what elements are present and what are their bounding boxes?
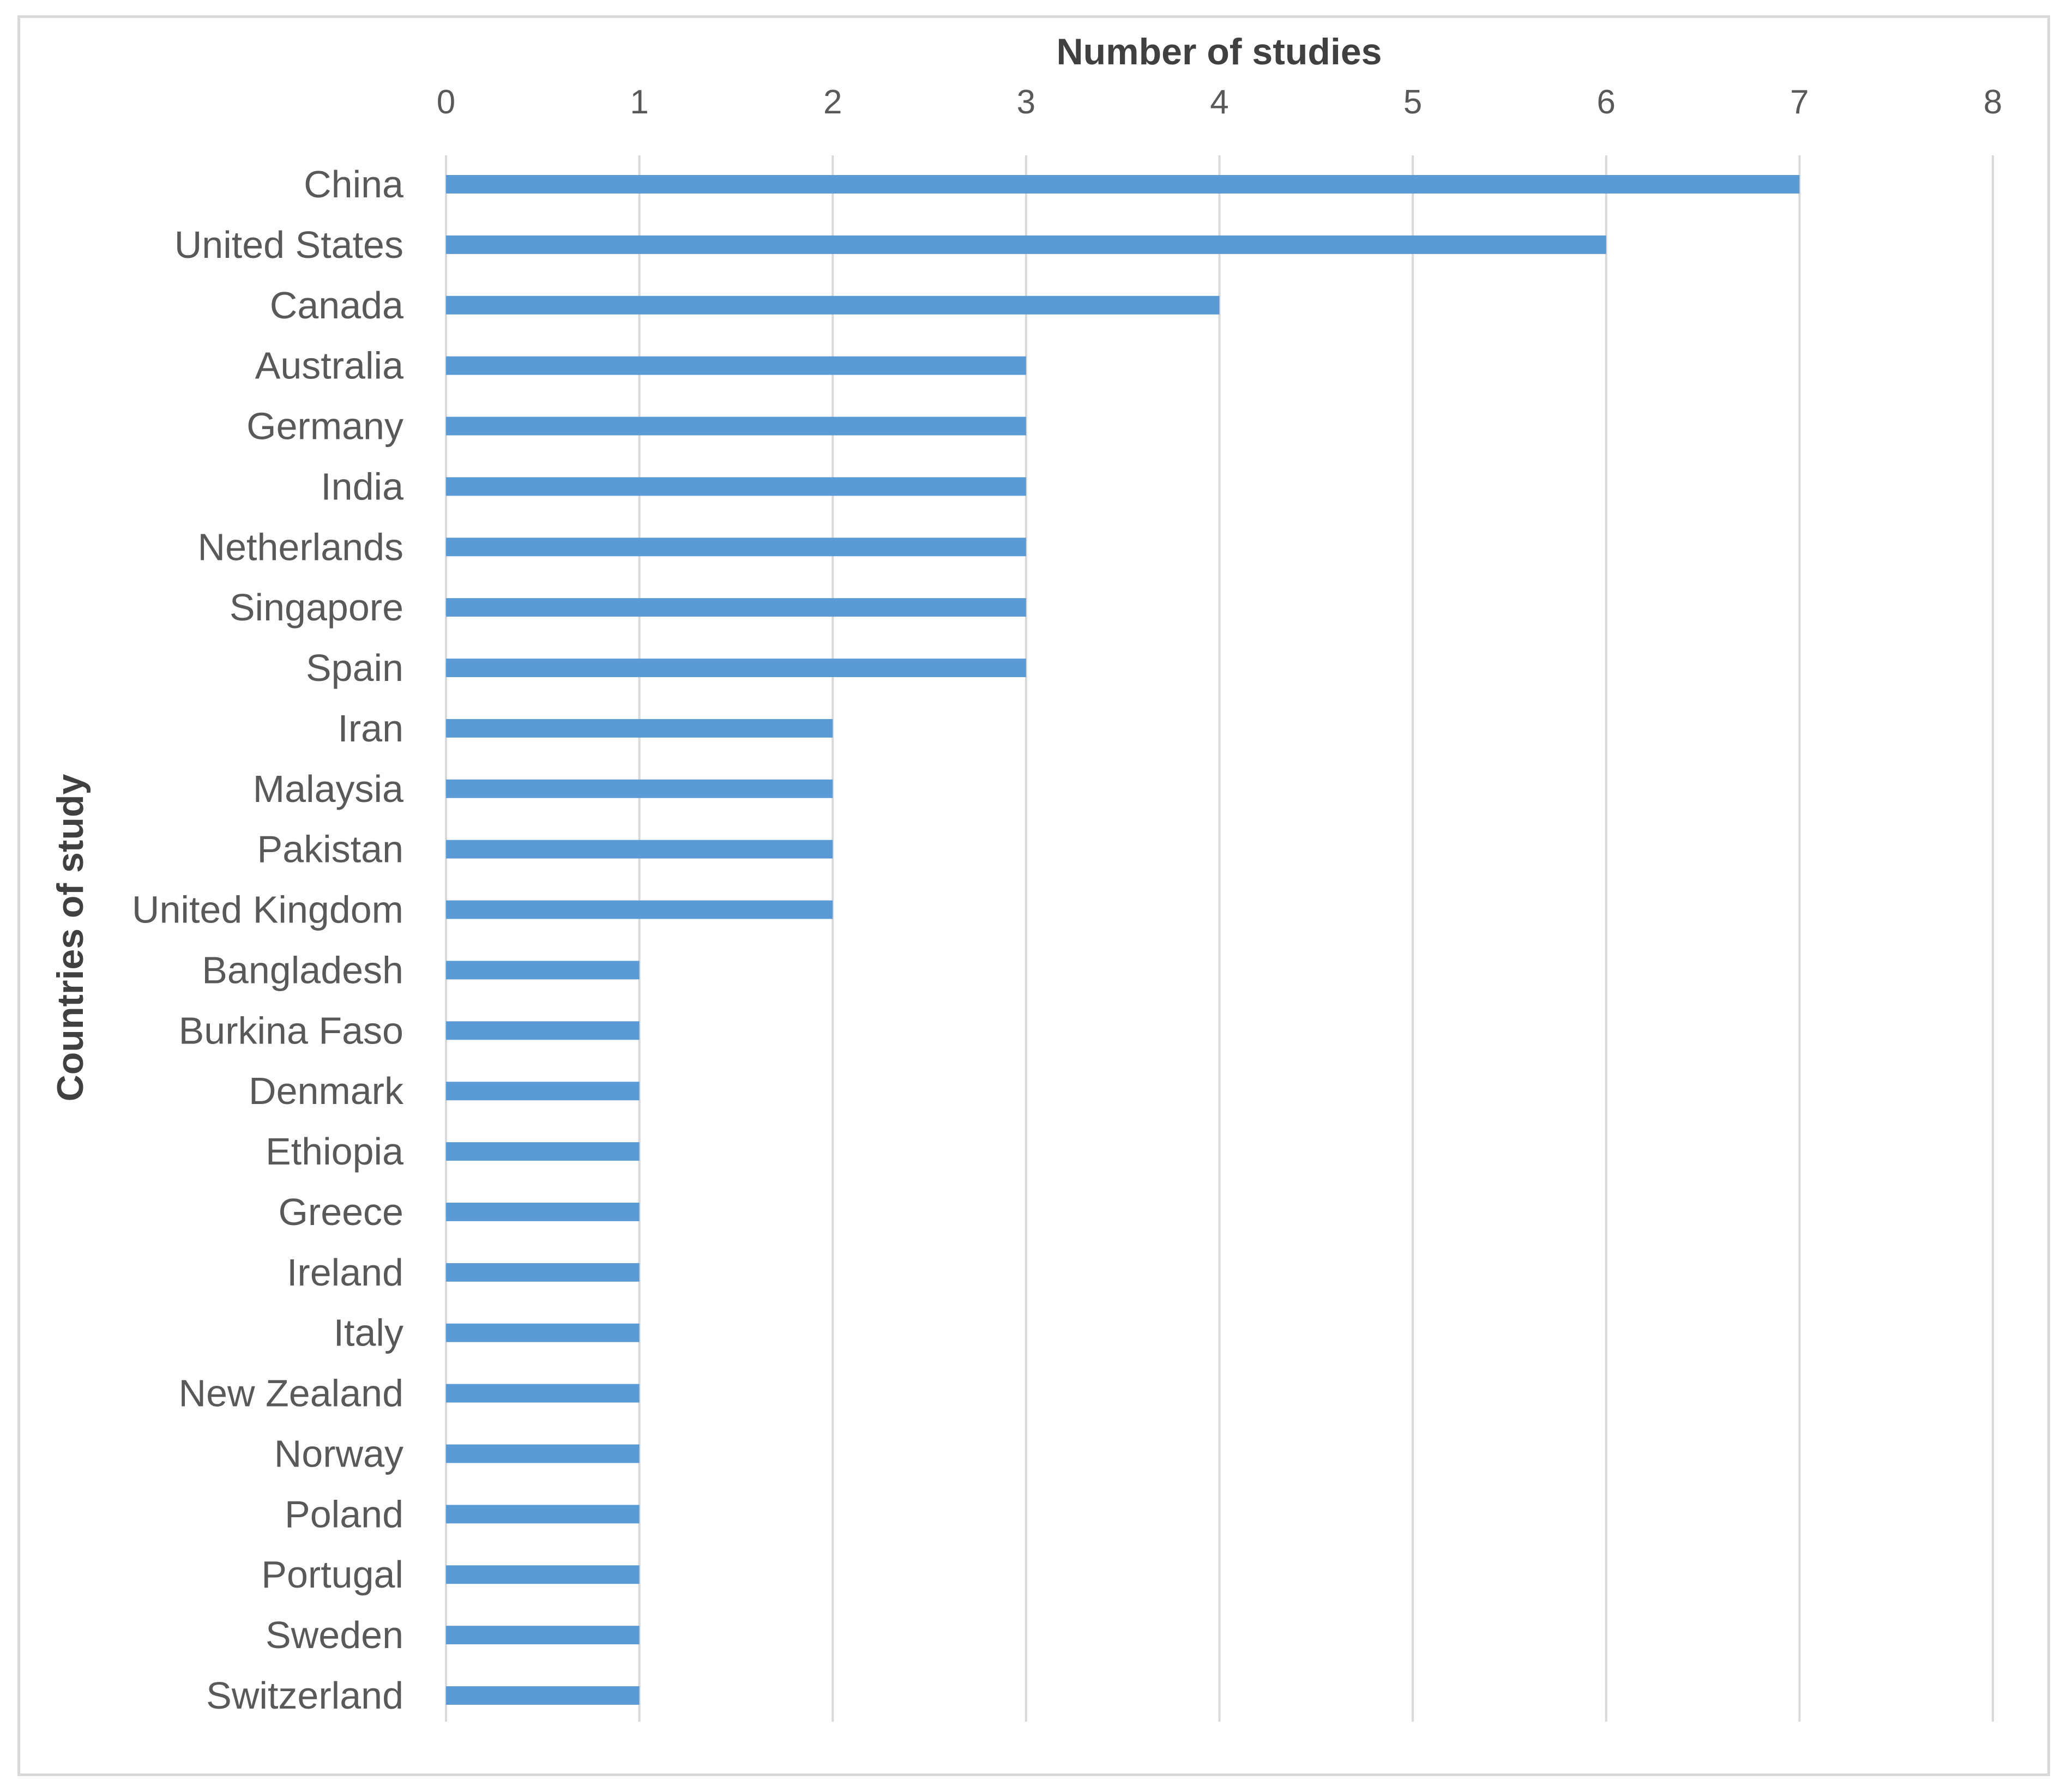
bar-switzerland — [446, 1686, 640, 1705]
bar-malaysia — [446, 779, 833, 798]
bar-bangladesh — [446, 961, 640, 980]
category-label: Burkina Faso — [179, 1009, 403, 1052]
category-label: China — [304, 163, 403, 206]
x-axis-ticks: 0 1 2 3 4 5 6 7 8 — [437, 83, 2002, 121]
x-tick-label: 8 — [1984, 83, 2002, 121]
category-label: Sweden — [266, 1614, 403, 1656]
x-tick-label: 0 — [437, 83, 455, 121]
category-label: Netherlands — [198, 526, 403, 568]
bar-poland — [446, 1505, 640, 1524]
bar-australia — [446, 356, 1026, 375]
bar-italy — [446, 1323, 640, 1342]
bar-ethiopia — [446, 1142, 640, 1161]
bar-canada — [446, 295, 1220, 315]
x-tick-label: 4 — [1210, 83, 1228, 121]
bar-india — [446, 477, 1026, 496]
category-label: India — [321, 465, 403, 508]
bar-ireland — [446, 1263, 640, 1282]
category-label: Iran — [338, 707, 403, 750]
bar-united-states — [446, 235, 1606, 254]
category-label: Spain — [306, 647, 403, 689]
category-label: Bangladesh — [202, 949, 403, 991]
category-label: Switzerland — [206, 1674, 403, 1717]
category-label: United States — [174, 224, 403, 266]
category-labels: China United States Canada Australia Germany… — [132, 163, 404, 1717]
category-label: Italy — [334, 1312, 403, 1354]
gridlines — [445, 155, 1994, 1722]
x-axis-title: Number of studies — [1057, 31, 1382, 73]
bar-netherlands — [446, 538, 1026, 557]
x-tick-label: 3 — [1017, 83, 1035, 121]
bar-portugal — [446, 1565, 640, 1584]
category-label: Greece — [278, 1191, 403, 1233]
bar-singapore — [446, 598, 1026, 617]
bars — [446, 175, 1800, 1705]
x-tick-label: 7 — [1790, 83, 1809, 121]
category-label: United Kingdom — [132, 889, 403, 931]
category-label: Pakistan — [257, 828, 403, 871]
category-label: Canada — [270, 284, 403, 327]
bar-china — [446, 175, 1800, 194]
bar-sweden — [446, 1626, 640, 1645]
category-label: Poland — [285, 1493, 403, 1535]
bar-iran — [446, 719, 833, 738]
category-label: Australia — [255, 345, 403, 387]
bar-germany — [446, 417, 1026, 436]
bar-norway — [446, 1444, 640, 1463]
category-label: Singapore — [230, 586, 403, 629]
x-tick-label: 1 — [630, 83, 648, 121]
category-label: Ireland — [287, 1251, 403, 1294]
category-label: Malaysia — [253, 768, 403, 810]
bar-denmark — [446, 1082, 640, 1101]
x-tick-label: 6 — [1597, 83, 1616, 121]
category-label: Germany — [246, 405, 403, 448]
bar-new-zealand — [446, 1384, 640, 1403]
category-label: Norway — [274, 1432, 403, 1475]
category-label: Portugal — [261, 1553, 403, 1596]
bar-burkina-faso — [446, 1021, 640, 1040]
category-label: Denmark — [249, 1070, 404, 1112]
x-tick-label: 5 — [1403, 83, 1422, 121]
x-tick-label: 2 — [823, 83, 842, 121]
bar-pakistan — [446, 840, 833, 859]
bar-greece — [446, 1202, 640, 1221]
category-label: Ethiopia — [266, 1130, 403, 1173]
bar-united-kingdom — [446, 900, 833, 919]
y-axis-title: Countries of study — [50, 774, 91, 1101]
category-label: New Zealand — [179, 1372, 403, 1415]
bar-spain — [446, 659, 1026, 678]
